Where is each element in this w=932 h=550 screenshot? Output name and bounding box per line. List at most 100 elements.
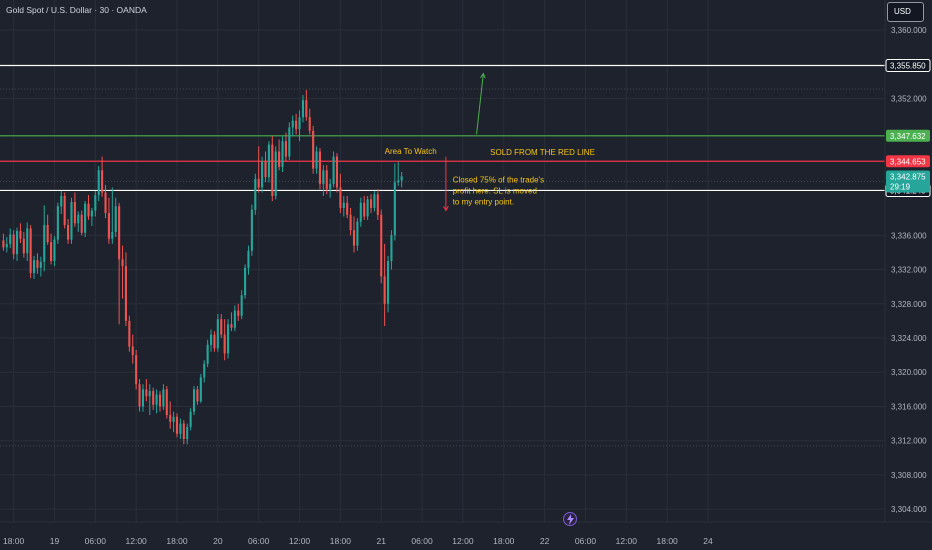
candle-body: [240, 295, 243, 316]
candle-up: [162, 384, 165, 410]
candle-up: [301, 94, 304, 123]
candle-up: [77, 211, 80, 232]
candle-down: [284, 132, 287, 162]
candle-up: [400, 172, 403, 188]
candle-down: [107, 197, 110, 244]
candle-down: [118, 202, 121, 325]
candle-body: [284, 141, 287, 157]
candle-body: [254, 178, 257, 210]
candle-up: [155, 389, 158, 414]
candle-body: [9, 234, 12, 244]
candle-body: [356, 221, 359, 246]
price-tick-label: 3,332.000: [891, 266, 927, 275]
candle-up: [281, 136, 284, 173]
candle-down: [213, 331, 216, 352]
candle-body: [244, 267, 247, 296]
candle-down: [363, 195, 366, 220]
candle-down: [19, 223, 22, 244]
current-price-text: 3,342.875: [890, 172, 926, 181]
candle-up: [267, 141, 270, 183]
horizontal-levels[interactable]: [0, 64, 885, 447]
candle-body: [162, 389, 165, 407]
candle-up: [53, 236, 56, 267]
candle-down: [63, 192, 66, 229]
candle-body: [15, 231, 19, 255]
drawings-layer[interactable]: Area To Watch SOLD FROM THE RED LINE Close…: [385, 72, 595, 212]
candle-down: [46, 214, 49, 245]
candle-body: [342, 202, 345, 208]
candle-body: [312, 130, 315, 169]
candle-up: [315, 146, 318, 174]
candle-up: [206, 339, 209, 368]
candle-up: [94, 190, 97, 217]
candle-body: [90, 210, 93, 217]
time-tick-label: 22: [540, 536, 550, 546]
time-tick-label: 18:00: [493, 536, 515, 546]
time-tick-label: 18:00: [166, 536, 188, 546]
candle-body: [291, 120, 294, 128]
candle-down: [264, 151, 267, 183]
candle-up: [141, 384, 145, 412]
candle-body: [325, 170, 328, 190]
candle-body: [29, 228, 32, 273]
candle-body: [43, 225, 46, 262]
candle-up: [233, 305, 236, 332]
candle-body: [179, 423, 182, 434]
lightning-icon[interactable]: [563, 512, 577, 526]
candle-body: [376, 194, 379, 215]
candle-up: [189, 408, 192, 431]
candle-body: [189, 411, 192, 428]
candle-up: [216, 314, 219, 352]
candle-up: [390, 230, 393, 270]
candle-down: [278, 139, 281, 171]
price-tick-label: 3,352.000: [891, 94, 927, 103]
candle-up: [291, 115, 294, 137]
candle-body: [5, 243, 8, 248]
candle-body: [318, 151, 322, 184]
candle-down: [376, 189, 379, 220]
candle-down: [67, 219, 70, 244]
price-axis[interactable]: [885, 0, 932, 522]
candle-body: [369, 199, 373, 208]
time-tick-label: 18:00: [657, 536, 679, 546]
candle-body: [352, 230, 356, 246]
time-axis-labels[interactable]: 18:00 19 06:00 12:00 18:00 20 06:00 12:00 18:00 2…: [3, 536, 713, 546]
candle-down: [135, 349, 138, 390]
candle-body: [148, 391, 151, 397]
candle-body: [39, 261, 42, 268]
candle-down: [138, 379, 141, 412]
badge-text: 3,355.850: [890, 61, 926, 70]
candle-up: [288, 122, 291, 161]
candle-up: [179, 418, 182, 439]
candle-up: [366, 195, 369, 220]
candle-down: [80, 210, 83, 236]
candle-down: [369, 194, 373, 214]
candle-down: [237, 303, 240, 321]
candle-up: [199, 373, 202, 404]
candle-body: [386, 261, 390, 304]
candle-up: [43, 205, 46, 272]
candle-body: [400, 176, 403, 181]
badge-box: [886, 129, 930, 142]
currency-button[interactable]: USD: [887, 2, 924, 22]
candle-body: [152, 391, 155, 405]
candle-up: [393, 163, 396, 241]
candle-down: [2, 233, 5, 251]
candle-body: [73, 201, 76, 224]
candle-up: [240, 290, 243, 320]
candle-body: [308, 117, 311, 131]
candle-down: [73, 192, 76, 227]
candle-body: [233, 310, 236, 328]
candle-body: [155, 394, 158, 405]
price-tick-label: 3,324.000: [891, 334, 927, 343]
candle-body: [359, 202, 362, 222]
candle-down: [22, 231, 25, 258]
candle-body: [349, 214, 352, 231]
candle-down: [223, 319, 226, 361]
candle-body: [158, 394, 162, 407]
candle-body: [397, 180, 400, 183]
symbol-title: Gold Spot / U.S. Dollar · 30 · OANDA: [6, 5, 147, 15]
candle-up: [250, 204, 253, 256]
candle-up: [329, 178, 332, 198]
